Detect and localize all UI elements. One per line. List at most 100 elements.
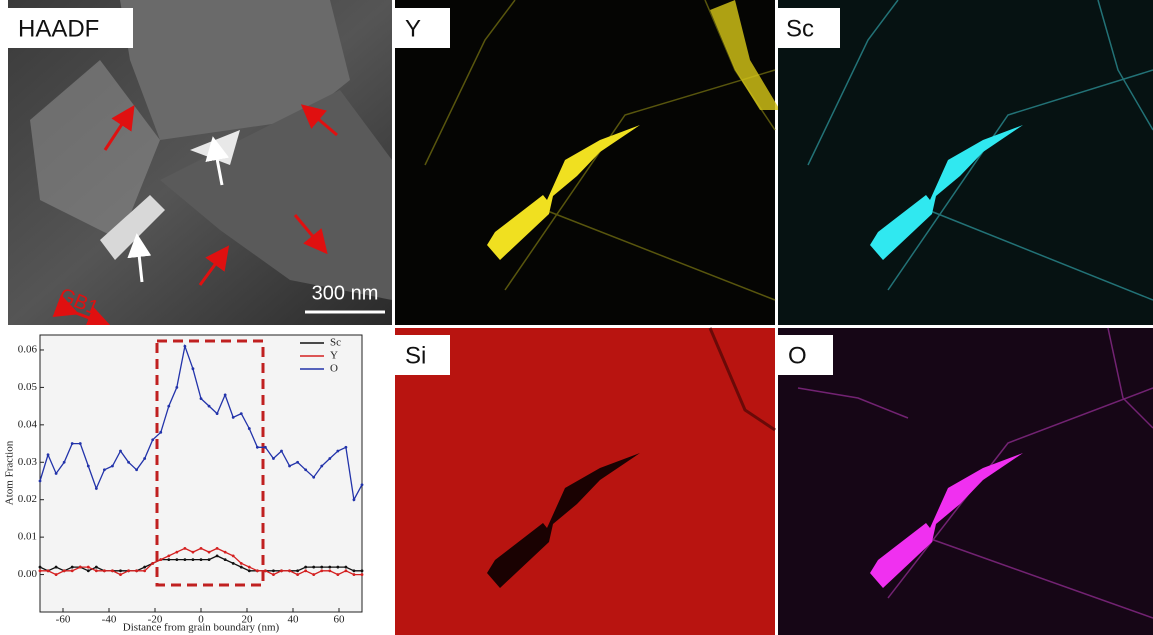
point xyxy=(143,457,146,460)
y-tick-label: 0.02 xyxy=(18,493,37,505)
point xyxy=(159,558,162,561)
point xyxy=(103,569,106,572)
point xyxy=(232,562,235,565)
point xyxy=(256,569,259,572)
point xyxy=(95,569,98,572)
point xyxy=(280,450,283,453)
legend-label: O xyxy=(330,363,338,375)
point xyxy=(192,551,195,554)
point xyxy=(272,457,275,460)
point xyxy=(296,461,299,464)
point xyxy=(175,386,178,389)
point xyxy=(320,465,323,468)
point xyxy=(39,569,42,572)
y-tick-label: 0.05 xyxy=(18,381,38,393)
point xyxy=(175,551,178,554)
point xyxy=(336,450,339,453)
point xyxy=(119,450,122,453)
point xyxy=(336,566,339,569)
point xyxy=(79,566,82,569)
point xyxy=(119,573,122,576)
point xyxy=(192,558,195,561)
x-tick-label: 0 xyxy=(198,614,204,626)
point xyxy=(71,566,74,569)
point xyxy=(345,569,348,572)
point xyxy=(248,569,251,572)
point xyxy=(320,569,323,572)
point xyxy=(143,569,146,572)
point xyxy=(353,573,356,576)
point xyxy=(87,566,90,569)
point xyxy=(272,573,275,576)
point xyxy=(328,457,331,460)
point xyxy=(232,416,235,419)
point xyxy=(159,431,162,434)
point xyxy=(103,468,106,471)
point xyxy=(47,453,50,456)
point xyxy=(184,345,187,348)
x-tick-label: 20 xyxy=(242,614,254,626)
point xyxy=(345,566,348,569)
point xyxy=(39,480,42,483)
point xyxy=(63,569,66,572)
point xyxy=(264,569,267,572)
point xyxy=(232,554,235,557)
point xyxy=(312,566,315,569)
point xyxy=(312,476,315,479)
point xyxy=(135,468,138,471)
point xyxy=(151,438,154,441)
x-tick-label: 40 xyxy=(288,614,300,626)
point xyxy=(135,569,138,572)
point xyxy=(328,566,331,569)
point xyxy=(353,498,356,501)
point xyxy=(216,547,219,550)
point xyxy=(320,566,323,569)
point xyxy=(248,566,251,569)
y-axis-label: Atom Fraction xyxy=(4,440,16,505)
panel-label: Y xyxy=(405,15,421,42)
page: GB1 300 nm HAADF Y Sc Si xyxy=(0,0,1153,635)
point xyxy=(79,442,82,445)
point xyxy=(336,573,339,576)
point xyxy=(87,569,90,572)
point xyxy=(184,547,187,550)
y-tick-label: 0.00 xyxy=(18,568,38,580)
point xyxy=(200,558,203,561)
point xyxy=(127,569,130,572)
point xyxy=(39,566,42,569)
point xyxy=(151,562,154,565)
point xyxy=(304,569,307,572)
point xyxy=(240,412,243,415)
point xyxy=(304,468,307,471)
panel-label: HAADF xyxy=(18,15,99,42)
point xyxy=(240,562,243,565)
point xyxy=(200,397,203,400)
point xyxy=(111,569,114,572)
point xyxy=(248,427,251,430)
haadf-panel: GB1 300 nm HAADF xyxy=(8,0,392,325)
legend-label: Y xyxy=(330,350,338,362)
panel-label: O xyxy=(788,342,807,369)
point xyxy=(288,465,291,468)
point xyxy=(119,569,122,572)
point xyxy=(296,569,299,572)
point xyxy=(127,461,130,464)
legend-label: Sc xyxy=(330,337,341,349)
point xyxy=(71,569,74,572)
x-tick-label: 60 xyxy=(334,614,346,626)
chart: Atom Fraction Distance from grain bounda… xyxy=(0,325,392,635)
si-map: Si xyxy=(395,328,775,635)
y-tick-label: 0.01 xyxy=(18,531,37,543)
point xyxy=(264,446,267,449)
x-tick-label: -40 xyxy=(102,614,117,626)
point xyxy=(216,412,219,415)
point xyxy=(167,405,170,408)
scale-bar-label: 300 nm xyxy=(312,282,379,304)
panel-label: Sc xyxy=(786,15,814,42)
point xyxy=(256,446,259,449)
point xyxy=(63,461,66,464)
point xyxy=(200,547,203,550)
point xyxy=(328,569,331,572)
point xyxy=(296,573,299,576)
point xyxy=(216,554,219,557)
